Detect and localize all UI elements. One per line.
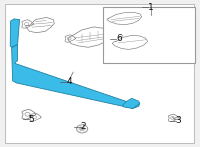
Polygon shape — [123, 98, 140, 108]
Text: 1: 1 — [148, 3, 154, 12]
Text: 4: 4 — [66, 77, 72, 86]
Polygon shape — [10, 19, 20, 47]
Bar — [175, 117, 179, 119]
Bar — [103, 6, 195, 63]
Text: 3: 3 — [176, 116, 181, 125]
Polygon shape — [12, 44, 140, 108]
Circle shape — [80, 127, 85, 131]
Text: 2: 2 — [80, 122, 86, 131]
Text: 5: 5 — [29, 115, 34, 124]
Text: 6: 6 — [116, 34, 122, 43]
